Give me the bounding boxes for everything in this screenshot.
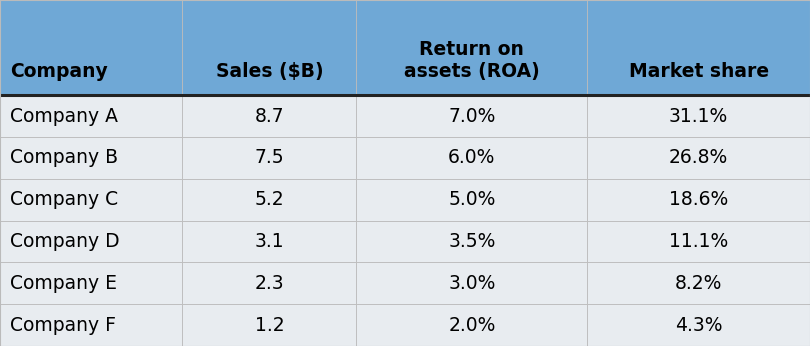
FancyBboxPatch shape	[356, 221, 587, 262]
Text: 3.0%: 3.0%	[448, 274, 496, 293]
Text: Sales ($B): Sales ($B)	[215, 62, 323, 81]
Text: Company A: Company A	[10, 107, 117, 126]
Text: 8.2%: 8.2%	[675, 274, 723, 293]
Text: 3.5%: 3.5%	[448, 232, 496, 251]
Text: 5.0%: 5.0%	[448, 190, 496, 209]
FancyBboxPatch shape	[587, 179, 810, 221]
FancyBboxPatch shape	[182, 95, 356, 137]
Text: 26.8%: 26.8%	[669, 148, 728, 167]
Text: 18.6%: 18.6%	[669, 190, 728, 209]
Text: 8.7: 8.7	[254, 107, 284, 126]
Text: 2.0%: 2.0%	[448, 316, 496, 335]
Text: Company B: Company B	[10, 148, 117, 167]
Text: Company F: Company F	[10, 316, 116, 335]
FancyBboxPatch shape	[0, 137, 182, 179]
FancyBboxPatch shape	[182, 137, 356, 179]
Text: 2.3: 2.3	[254, 274, 284, 293]
FancyBboxPatch shape	[182, 262, 356, 304]
FancyBboxPatch shape	[182, 0, 356, 95]
FancyBboxPatch shape	[356, 304, 587, 346]
Text: 5.2: 5.2	[254, 190, 284, 209]
FancyBboxPatch shape	[182, 179, 356, 221]
FancyBboxPatch shape	[0, 221, 182, 262]
Text: Return on
assets (ROA): Return on assets (ROA)	[404, 40, 539, 81]
FancyBboxPatch shape	[0, 262, 182, 304]
Text: 7.0%: 7.0%	[448, 107, 496, 126]
FancyBboxPatch shape	[356, 179, 587, 221]
Text: Company C: Company C	[10, 190, 117, 209]
FancyBboxPatch shape	[587, 262, 810, 304]
FancyBboxPatch shape	[356, 137, 587, 179]
FancyBboxPatch shape	[587, 221, 810, 262]
Text: Company D: Company D	[10, 232, 119, 251]
FancyBboxPatch shape	[356, 95, 587, 137]
Text: 31.1%: 31.1%	[669, 107, 728, 126]
FancyBboxPatch shape	[0, 179, 182, 221]
FancyBboxPatch shape	[182, 304, 356, 346]
Text: 11.1%: 11.1%	[669, 232, 728, 251]
Text: 6.0%: 6.0%	[448, 148, 496, 167]
Text: Company: Company	[10, 62, 108, 81]
Text: Company E: Company E	[10, 274, 117, 293]
FancyBboxPatch shape	[0, 0, 182, 95]
FancyBboxPatch shape	[0, 95, 182, 137]
Text: 4.3%: 4.3%	[675, 316, 723, 335]
FancyBboxPatch shape	[587, 95, 810, 137]
FancyBboxPatch shape	[587, 0, 810, 95]
FancyBboxPatch shape	[356, 262, 587, 304]
FancyBboxPatch shape	[182, 221, 356, 262]
Text: 1.2: 1.2	[254, 316, 284, 335]
Text: 3.1: 3.1	[254, 232, 284, 251]
Text: 7.5: 7.5	[254, 148, 284, 167]
FancyBboxPatch shape	[587, 137, 810, 179]
FancyBboxPatch shape	[587, 304, 810, 346]
Text: Market share: Market share	[629, 62, 769, 81]
FancyBboxPatch shape	[0, 304, 182, 346]
FancyBboxPatch shape	[356, 0, 587, 95]
